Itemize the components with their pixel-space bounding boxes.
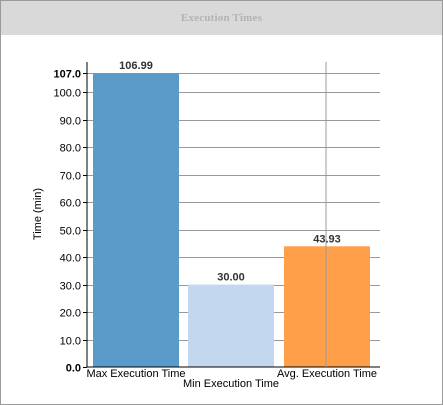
y-tick-label: 70.0 xyxy=(60,171,81,183)
y-tick-label: 0.0 xyxy=(66,363,81,375)
value-labels: 106.99 30.00 43.93 xyxy=(119,60,341,284)
category-label: Max Execution Time xyxy=(86,368,185,380)
category-label: Avg. Execution Time xyxy=(277,368,377,380)
y-tick-label: 30.0 xyxy=(60,281,81,293)
y-tick-labels: 0.0 10.0 20.0 30.0 40.0 50.0 60.0 70.0 80.0 90.0 1… xyxy=(53,69,87,375)
bar-value-label: 30.00 xyxy=(217,272,245,284)
y-tick-label: 20.0 xyxy=(60,308,81,320)
y-tick-label: 50.0 xyxy=(60,226,81,238)
bar xyxy=(188,284,274,367)
bar xyxy=(93,73,179,368)
category-label: Min Execution Time xyxy=(183,378,279,390)
axes xyxy=(86,62,380,368)
bars xyxy=(93,73,370,368)
y-tick-label: 40.0 xyxy=(60,253,81,265)
y-tick-label: 80.0 xyxy=(60,143,81,155)
y-tick-label: 90.0 xyxy=(60,116,81,128)
y-tick-label: 100.0 xyxy=(53,88,81,100)
y-axis-label: Time (min) xyxy=(32,188,44,240)
bar-value-label: 43.93 xyxy=(313,233,341,245)
y-tick-label: 60.0 xyxy=(60,198,81,210)
bar xyxy=(284,246,370,367)
y-tick-label: 107.0 xyxy=(53,69,81,81)
bar-value-label: 106.99 xyxy=(119,60,153,72)
chart-title: Execution Times xyxy=(180,12,263,24)
y-tick-label: 10.0 xyxy=(60,336,81,348)
chart-title-bar: Execution Times xyxy=(1,1,442,35)
